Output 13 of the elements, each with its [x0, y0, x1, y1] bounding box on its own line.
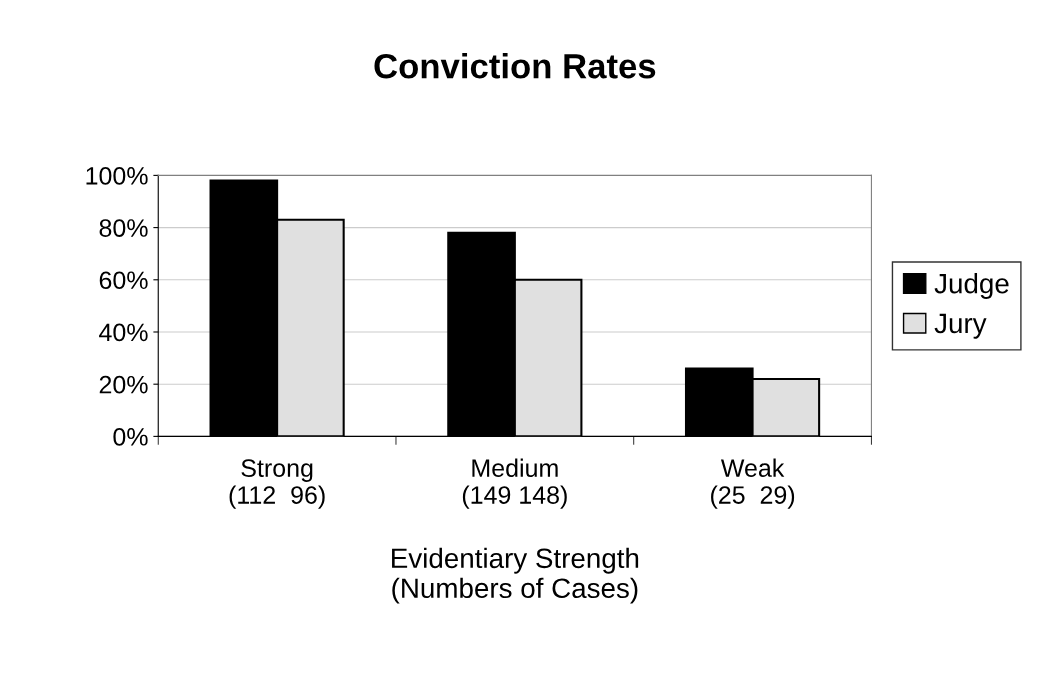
y-tick-label: 60% [99, 271, 148, 290]
y-tick-label: 80% [99, 219, 148, 237]
chart-title: Conviction Rates [374, 53, 656, 79]
x-tick-label: Medium (149 148) [462, 458, 567, 509]
legend-label: Judge [934, 273, 1009, 299]
x-axis-title: Evidentiary Strength (Numbers of Cases) [392, 547, 639, 604]
y-tick-label: 100% [86, 166, 148, 185]
x-tick-label: Strong (112 96) [229, 459, 325, 509]
x-tick-label: Weak (25 29) [711, 458, 795, 509]
y-tick-label: 20% [99, 375, 148, 394]
y-tick-label: 40% [99, 323, 148, 342]
y-tick-label: 0% [113, 427, 148, 446]
legend-label: Jury [934, 313, 987, 339]
